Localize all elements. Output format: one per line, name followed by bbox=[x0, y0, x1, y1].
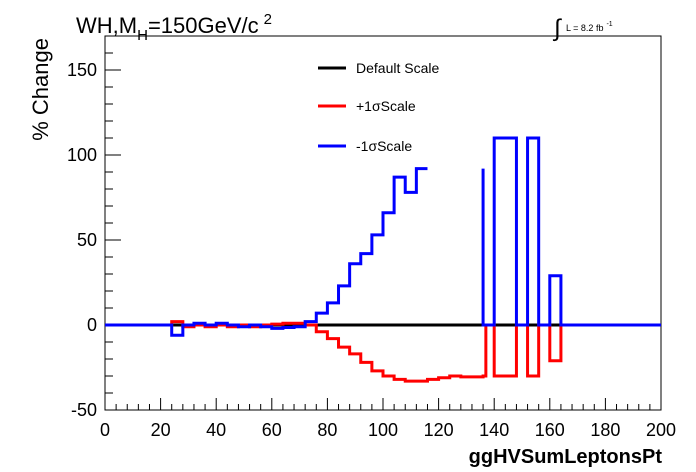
x-tick-label: 140 bbox=[479, 420, 509, 440]
x-tick-label: 20 bbox=[151, 420, 171, 440]
y-tick-label: 150 bbox=[67, 60, 97, 80]
chart-title-rest: =150GeV/c bbox=[148, 13, 259, 38]
series-line-2 bbox=[105, 136, 661, 337]
y-tick-label: 0 bbox=[87, 315, 97, 335]
y-tick-label: 50 bbox=[77, 230, 97, 250]
y-tick-label: 100 bbox=[67, 145, 97, 165]
x-tick-label: 60 bbox=[262, 420, 282, 440]
lumi-superscript: -1 bbox=[606, 21, 612, 28]
x-tick-label: 200 bbox=[646, 420, 676, 440]
x-tick-label: 80 bbox=[317, 420, 337, 440]
chart-title-main: WH,M bbox=[76, 13, 137, 38]
legend-label-1: +1σScale bbox=[356, 98, 416, 114]
y-axis-label: % Change bbox=[28, 38, 53, 141]
lumi-integral-sign: ∫ bbox=[552, 15, 562, 42]
lumi-label: L = 8.2 fb -1 bbox=[566, 21, 613, 33]
x-tick-label: 160 bbox=[535, 420, 565, 440]
lumi-text: L = 8.2 fb bbox=[566, 23, 603, 33]
y-tick-label: -50 bbox=[71, 400, 97, 420]
x-tick-label: 100 bbox=[368, 420, 398, 440]
series-lines bbox=[105, 136, 661, 383]
x-tick-label: 40 bbox=[206, 420, 226, 440]
chart-title-superscript: 2 bbox=[264, 11, 272, 28]
x-tick-label: 180 bbox=[590, 420, 620, 440]
x-tick-label: 120 bbox=[424, 420, 454, 440]
x-axis-label: ggHVSumLeptonsPt bbox=[469, 446, 663, 468]
legend: Default Scale +1σScale -1σScale bbox=[318, 60, 439, 154]
legend-label-0: Default Scale bbox=[356, 60, 439, 76]
x-tick-label: 0 bbox=[100, 420, 110, 440]
legend-label-2: -1σScale bbox=[356, 138, 412, 154]
